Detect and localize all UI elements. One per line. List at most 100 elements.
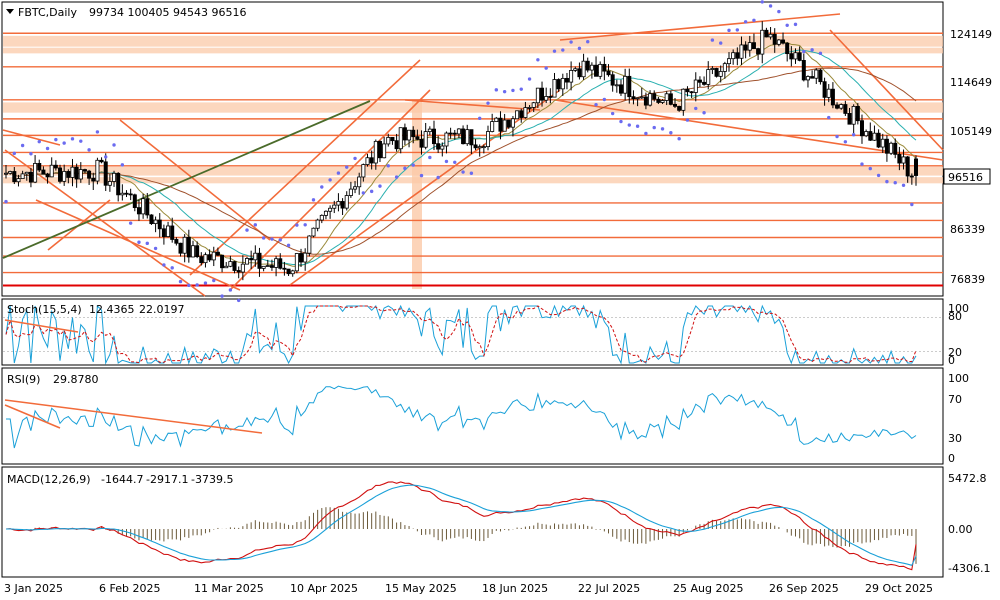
candle-body: [70, 166, 75, 178]
candle-body: [498, 117, 503, 132]
sar-dot: [461, 170, 465, 174]
candle-body: [664, 93, 669, 101]
x-axis-label: 25 Aug 2025: [673, 582, 743, 595]
candle-body: [215, 251, 220, 256]
candle-body: [332, 204, 337, 209]
chart-ohlc: 99734 100405 94543 96516: [89, 6, 246, 19]
header-dropdown-icon[interactable]: [6, 9, 14, 14]
rsi-line: [6, 385, 917, 449]
candle-body: [760, 29, 765, 55]
candle-body: [564, 77, 569, 83]
candle-body: [864, 131, 869, 137]
candle-body: [585, 60, 590, 71]
stoch-main-line: [5, 304, 917, 365]
candle-body: [236, 270, 241, 273]
candle-body: [494, 117, 499, 122]
candle-body: [884, 138, 889, 154]
candle-body: [315, 219, 320, 229]
candle-body: [697, 79, 702, 83]
candle-body: [656, 98, 661, 103]
candle-body: [743, 44, 748, 51]
candle-body: [909, 175, 914, 178]
candle-body: [635, 97, 640, 100]
candle-body: [274, 258, 279, 268]
sar-dot: [137, 240, 141, 244]
sar-dot: [511, 88, 515, 93]
x-axis-label: 18 Jun 2025: [482, 582, 548, 595]
candle-body: [174, 239, 179, 244]
candle-body: [631, 96, 636, 100]
candle-body: [249, 258, 254, 261]
sar-dot: [311, 198, 316, 202]
macd-value-3: -3739.5: [191, 473, 233, 486]
candle-body: [893, 142, 898, 155]
sar-dot: [677, 136, 681, 141]
sar-dot: [669, 131, 673, 135]
candle-body: [431, 128, 436, 145]
sar-dot: [818, 51, 823, 56]
sar-dot: [29, 152, 33, 156]
sar-dot: [876, 173, 881, 178]
candle-body: [623, 75, 628, 94]
candle-body: [772, 33, 777, 45]
candle-body: [436, 143, 441, 150]
candle-body: [245, 258, 250, 265]
candle-body: [589, 64, 594, 71]
rsi-level-label: 70: [948, 393, 962, 406]
candle-body: [531, 102, 536, 108]
sar-dot: [760, 0, 764, 4]
sar-dot: [586, 40, 590, 44]
trend-line-green: [2, 100, 371, 259]
sar-dot: [353, 156, 357, 161]
candle-body: [486, 131, 491, 148]
candle-body: [170, 225, 175, 240]
price-axis-label: 105149: [950, 125, 992, 138]
candle-body: [577, 68, 582, 78]
sar-dot: [386, 164, 390, 168]
candle-body: [224, 265, 229, 269]
candle-body: [128, 193, 133, 196]
x-axis-label: 6 Feb 2025: [99, 582, 160, 595]
candle-body: [348, 188, 353, 196]
macd-panel-frame: [1, 466, 944, 578]
candle-body: [220, 254, 225, 269]
sar-dot: [694, 106, 698, 111]
candle-body: [99, 159, 104, 163]
candle-body: [132, 194, 137, 209]
candle-body: [12, 171, 17, 183]
sar-dot: [893, 181, 897, 185]
chart-symbol: FBTC,Daily: [18, 6, 77, 19]
sar-dot: [486, 101, 490, 105]
candle-body: [369, 157, 374, 164]
candle-body: [889, 142, 894, 154]
candle-body: [672, 103, 677, 107]
candle-body: [4, 172, 9, 175]
sar-dot: [793, 22, 798, 27]
candle-body: [469, 129, 474, 146]
resistance-zone: [3, 47, 943, 54]
sar-dot: [544, 66, 548, 70]
sar-dot: [20, 143, 25, 148]
sar-dot: [394, 175, 399, 179]
sar-dot: [403, 166, 407, 171]
stoch-level-label: 20: [948, 346, 962, 359]
candle-body: [382, 143, 387, 159]
candle-body: [523, 107, 528, 118]
sar-dot: [45, 146, 50, 151]
sar-dot: [345, 165, 349, 169]
sar-dot: [735, 28, 740, 32]
candle-body: [843, 104, 848, 114]
candle-body: [386, 137, 391, 145]
candle-body: [519, 110, 524, 118]
sar-dot: [610, 111, 615, 116]
candle-body: [136, 207, 141, 215]
moving-average-slow: [5, 67, 917, 255]
sar-dot: [685, 118, 690, 122]
sar-dot: [627, 123, 631, 127]
trend-line: [35, 199, 241, 291]
candle-body: [257, 252, 262, 269]
candle-body: [37, 163, 42, 171]
candle-body: [610, 74, 615, 86]
candle-body: [299, 253, 304, 263]
candle-body: [95, 159, 100, 182]
